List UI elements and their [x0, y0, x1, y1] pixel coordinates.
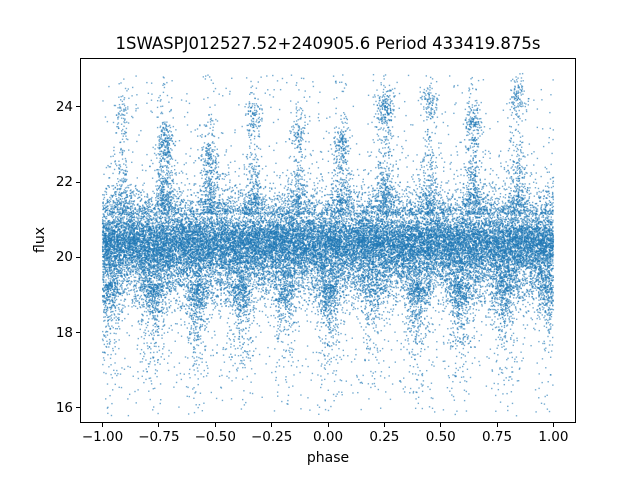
y-tick-mark	[76, 332, 80, 334]
x-tick-label: 0.25	[369, 428, 400, 445]
y-tick-label: 16	[55, 399, 73, 416]
x-tick-mark	[102, 422, 104, 427]
y-tick-mark	[76, 106, 80, 108]
x-tick-label: 0.00	[312, 428, 344, 445]
y-tick-mark	[76, 407, 80, 409]
x-tick-mark	[496, 422, 498, 427]
x-axis-label: phase	[306, 450, 350, 466]
x-tick-mark	[158, 422, 160, 427]
x-tick-mark	[271, 422, 273, 427]
x-tick-label: 1.00	[538, 428, 569, 445]
y-tick-label: 18	[55, 324, 73, 341]
chart-title: 1SWASPJ012527.52+240905.6 Period 433419.…	[115, 34, 541, 53]
y-tick-mark	[76, 256, 80, 258]
x-tick-mark	[440, 422, 442, 427]
x-tick-mark	[552, 422, 554, 427]
x-tick-label: −1.00	[81, 428, 124, 445]
plot-area	[80, 57, 576, 423]
x-tick-label: −0.25	[250, 428, 293, 445]
y-tick-mark	[76, 181, 80, 183]
y-tick-label: 20	[55, 249, 73, 266]
x-tick-label: −0.75	[138, 428, 180, 445]
x-tick-label: 0.50	[425, 428, 456, 445]
y-tick-label: 22	[55, 174, 73, 191]
scatter-points-canvas	[81, 58, 575, 422]
y-axis-label: flux	[32, 227, 48, 253]
x-tick-mark	[383, 422, 385, 427]
y-tick-label: 24	[55, 98, 73, 115]
x-tick-label: −0.50	[194, 428, 236, 445]
x-tick-mark	[214, 422, 216, 427]
x-tick-label: 0.75	[482, 428, 513, 445]
x-tick-mark	[327, 422, 329, 427]
